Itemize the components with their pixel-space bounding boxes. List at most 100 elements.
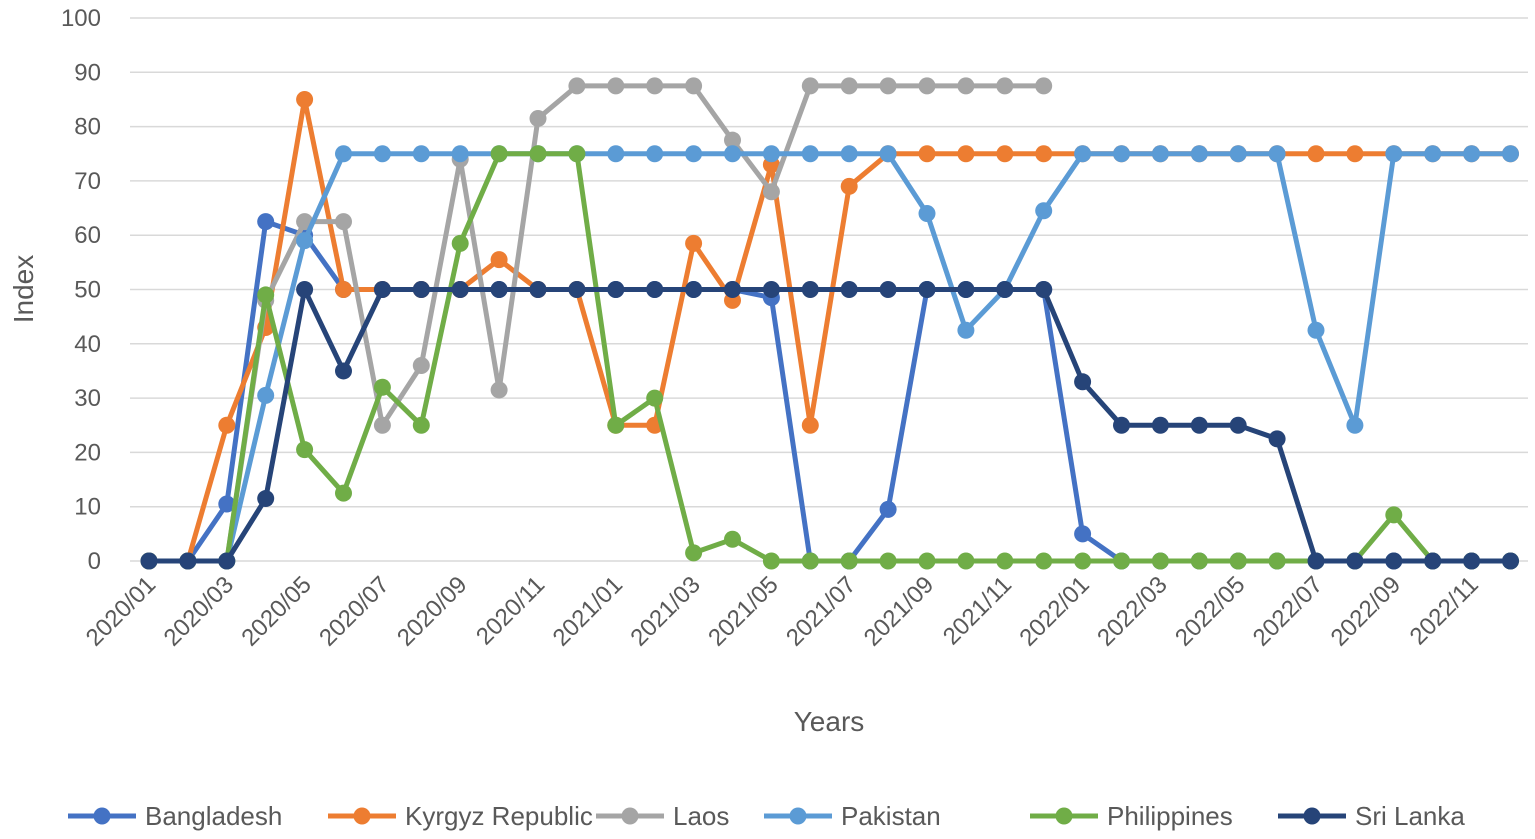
legend-marker-icon (1303, 807, 1321, 825)
x-tick-label: 2022/11 (1405, 571, 1484, 650)
x-tick-label: 2020/07 (314, 571, 394, 651)
y-tick-label: 50 (74, 277, 101, 304)
data-point-pakistan (607, 145, 625, 163)
legend-item-pakistan: Pakistan (764, 801, 941, 831)
x-tick-label: 2021/11 (938, 571, 1017, 650)
legend-item-laos: Laos (596, 801, 729, 831)
data-point-sri-lanka (1035, 281, 1053, 298)
legend-label: Bangladesh (145, 801, 282, 831)
legend-label: Pakistan (841, 801, 941, 831)
data-point-sri-lanka (646, 281, 664, 298)
data-point-pakistan (762, 145, 780, 163)
data-point-pakistan (1346, 416, 1364, 434)
data-point-kyrgyz-republic (1035, 145, 1053, 163)
data-point-philippines (879, 552, 897, 570)
y-tick-label: 30 (74, 385, 101, 412)
data-point-sri-lanka (685, 281, 703, 298)
x-tick-label: 2020/03 (159, 571, 239, 651)
data-point-laos (646, 77, 664, 95)
data-point-sri-lanka (996, 281, 1014, 298)
y-tick-label: 60 (74, 222, 101, 249)
data-point-sri-lanka (1229, 416, 1247, 434)
data-point-philippines (762, 552, 780, 570)
data-point-laos (957, 77, 975, 95)
data-point-sri-lanka (1385, 552, 1403, 570)
y-tick-label: 20 (74, 439, 101, 466)
data-point-sri-lanka (335, 362, 352, 380)
data-point-pakistan (451, 145, 469, 163)
y-axis-title: Index (8, 255, 39, 324)
data-point-philippines (1074, 552, 1092, 570)
data-point-sri-lanka (373, 281, 391, 298)
legend-item-bangladesh: Bangladesh (68, 801, 282, 831)
data-point-pakistan (1502, 145, 1519, 163)
legend-marker-icon (93, 807, 111, 825)
data-point-pakistan (1424, 145, 1442, 163)
x-tick-label: 2020/09 (392, 571, 472, 651)
data-point-sri-lanka (568, 281, 586, 298)
x-axis-ticks: 2020/012020/032020/052020/072020/092020/… (81, 571, 1484, 651)
data-point-philippines (607, 416, 625, 434)
y-tick-label: 70 (74, 168, 101, 195)
x-tick-label: 2022/09 (1326, 571, 1406, 651)
x-tick-label: 2020/01 (81, 571, 161, 651)
data-point-bangladesh (1074, 525, 1092, 543)
data-point-philippines (840, 552, 858, 570)
data-point-philippines (1229, 552, 1247, 570)
data-point-laos (335, 213, 352, 231)
legend-item-philippines: Philippines (1030, 801, 1233, 831)
data-point-laos (1035, 77, 1053, 95)
data-point-sri-lanka (1424, 552, 1442, 570)
data-point-pakistan (1229, 145, 1247, 163)
data-point-laos (373, 416, 391, 434)
data-point-laos (879, 77, 897, 95)
data-point-philippines (568, 145, 586, 163)
data-point-philippines (646, 389, 664, 407)
data-point-pakistan (1385, 145, 1403, 163)
x-tick-label: 2020/11 (471, 571, 550, 650)
data-point-pakistan (335, 145, 352, 163)
data-point-bangladesh (218, 495, 236, 513)
data-point-pakistan (801, 145, 819, 163)
data-point-sri-lanka (724, 281, 741, 298)
legend-label: Philippines (1107, 801, 1233, 831)
data-point-pakistan (296, 232, 314, 250)
x-tick-label: 2022/05 (1170, 571, 1250, 651)
data-point-sri-lanka (1190, 416, 1208, 434)
data-point-philippines (1151, 552, 1169, 570)
data-point-pakistan (1268, 145, 1286, 163)
series-line-kyrgyz-republic (146, 96, 1513, 564)
data-point-pakistan (1035, 202, 1053, 220)
x-tick-label: 2022/03 (1092, 571, 1172, 651)
data-point-pakistan (1074, 145, 1092, 163)
legend-marker-icon (353, 807, 371, 825)
data-point-kyrgyz-republic (1346, 145, 1364, 163)
data-point-pakistan (1190, 145, 1208, 163)
data-point-sri-lanka (529, 281, 547, 298)
data-point-laos (685, 77, 703, 95)
data-point-laos (490, 381, 508, 399)
data-point-kyrgyz-republic (957, 145, 975, 163)
data-point-laos (996, 77, 1014, 95)
series-line-sri-lanka (146, 287, 1513, 564)
data-point-sri-lanka (762, 281, 780, 298)
data-point-pakistan (412, 145, 430, 163)
data-point-laos (762, 183, 780, 201)
data-point-sri-lanka (957, 281, 975, 298)
data-point-philippines (451, 234, 469, 252)
data-point-sri-lanka (296, 281, 314, 298)
y-tick-label: 80 (74, 114, 101, 141)
legend-marker-icon (789, 807, 807, 825)
data-point-philippines (1385, 506, 1403, 524)
data-point-pakistan (1463, 145, 1481, 163)
data-point-laos (568, 77, 586, 95)
data-point-laos (607, 77, 625, 95)
y-tick-label: 90 (74, 59, 101, 86)
x-tick-label: 2021/05 (703, 571, 783, 651)
data-point-kyrgyz-republic (918, 145, 936, 163)
data-point-kyrgyz-republic (1307, 145, 1325, 163)
data-point-kyrgyz-republic (840, 177, 858, 195)
legend-label: Sri Lanka (1355, 801, 1465, 831)
data-point-laos (840, 77, 858, 95)
data-point-laos (801, 77, 819, 95)
